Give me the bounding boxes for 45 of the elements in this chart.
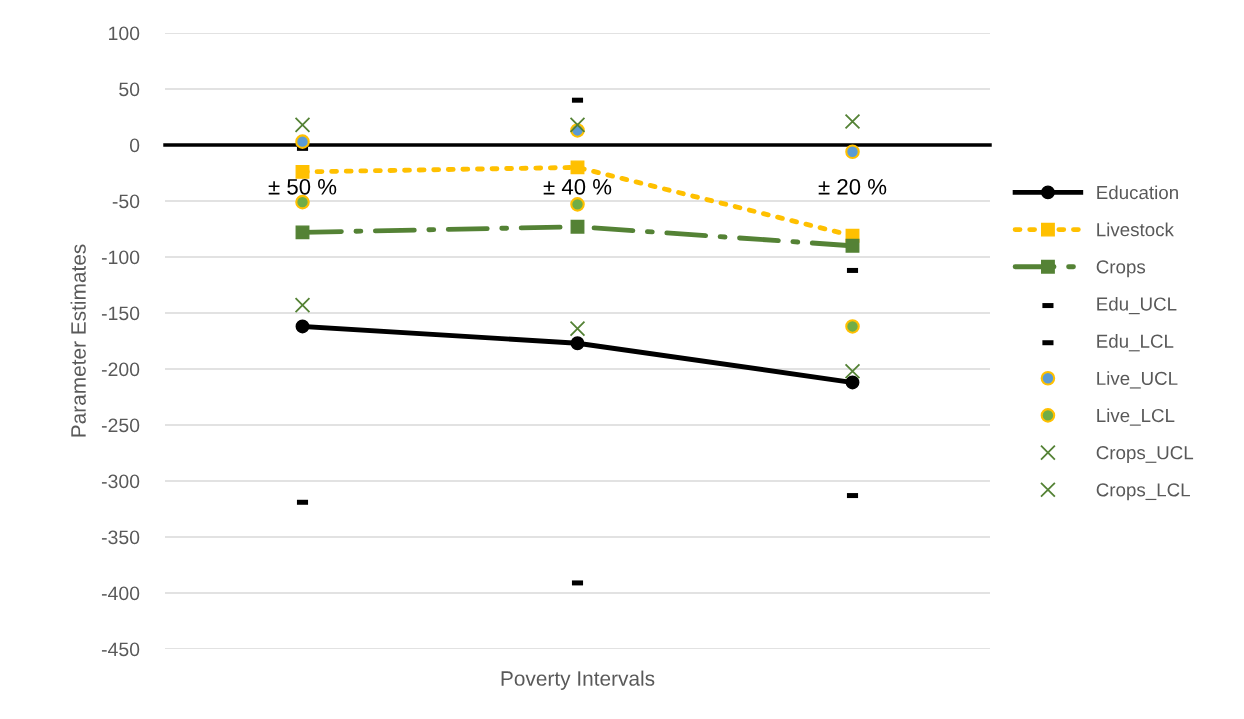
legend-label: Live_UCL — [1097, 371, 1178, 389]
y-tick-label: 50 — [119, 82, 140, 97]
point — [295, 164, 310, 179]
y-tick-label: -250 — [101, 418, 140, 433]
point — [294, 297, 311, 314]
legend-label: Edu_LCL — [1097, 334, 1174, 352]
point — [845, 238, 860, 253]
point — [844, 363, 861, 380]
point — [295, 225, 310, 240]
y-tick-label: -450 — [101, 642, 140, 657]
point — [570, 336, 585, 351]
point — [295, 134, 310, 149]
point — [294, 116, 311, 133]
point — [570, 160, 585, 175]
legend-label: Live_LCL — [1097, 408, 1175, 426]
y-tick-label: -200 — [101, 362, 140, 377]
legend-label: Crops_LCL — [1096, 483, 1190, 501]
point — [844, 113, 861, 130]
point — [845, 144, 860, 160]
point — [570, 219, 585, 234]
y-tick-label: -300 — [101, 474, 140, 489]
point — [570, 197, 585, 212]
x-tick-label: ± 40 % — [543, 178, 612, 195]
point — [569, 116, 586, 133]
y-tick-label: -350 — [101, 530, 140, 545]
legend-label: Livestock — [1097, 222, 1174, 237]
x-tick-label: ± 20 % — [818, 178, 887, 195]
x-axis-title: Poverty Intervals — [501, 670, 655, 690]
point — [845, 375, 860, 390]
legend-label: Crops — [1096, 260, 1146, 278]
y-tick-label: -150 — [101, 306, 140, 321]
y-axis-title: Parameter Estimates — [70, 244, 86, 437]
point — [569, 320, 586, 337]
point — [295, 319, 310, 334]
legend-label: Education — [1097, 185, 1178, 200]
point — [295, 194, 310, 210]
y-tick-label: 0 — [129, 138, 140, 153]
point — [845, 319, 860, 334]
y-tick-label: -50 — [112, 194, 140, 209]
y-tick-label: 100 — [109, 26, 140, 41]
x-tick-label: ± 50 % — [268, 178, 337, 195]
y-tick-label: -400 — [101, 586, 140, 601]
legend-label: Crops_UCL — [1096, 446, 1194, 464]
y-tick-label: -100 — [101, 250, 140, 265]
legend-label: Edu_UCL — [1097, 296, 1177, 315]
